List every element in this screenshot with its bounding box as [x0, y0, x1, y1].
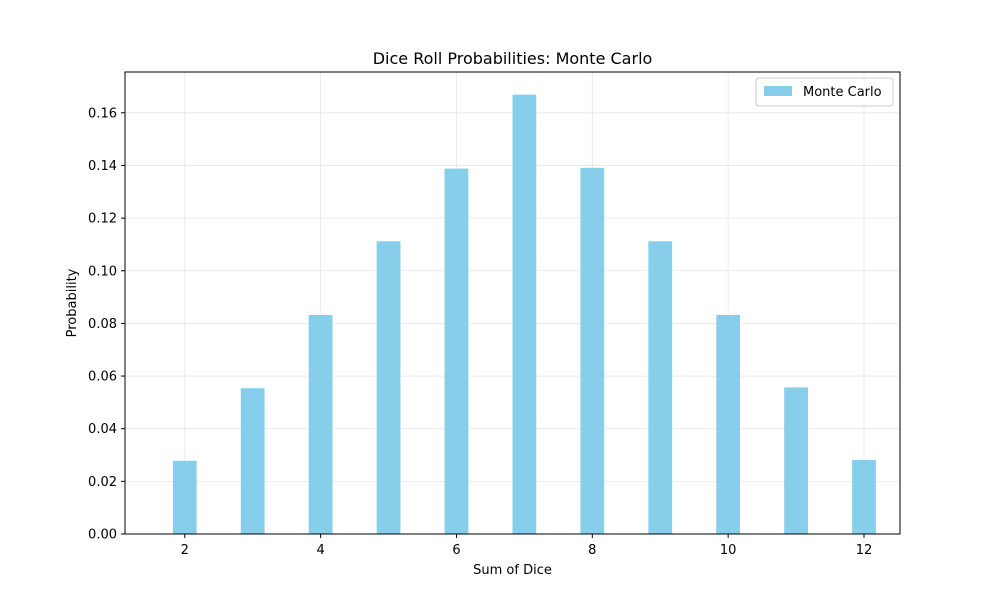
y-tick-label: 0.12	[88, 212, 117, 227]
bar	[648, 241, 673, 534]
bar	[580, 167, 605, 535]
legend-label: Monte Carlo	[803, 85, 882, 100]
legend-swatch	[764, 86, 792, 96]
bar	[172, 460, 197, 534]
bar	[716, 314, 741, 534]
bar	[240, 388, 265, 534]
bar	[376, 241, 401, 534]
y-axis-label: Probability	[65, 268, 80, 337]
chart-title: Dice Roll Probabilities: Monte Carlo	[373, 49, 653, 68]
bar	[512, 94, 537, 534]
bar	[784, 387, 808, 534]
bar	[308, 314, 333, 534]
y-tick-label: 0.06	[88, 370, 117, 385]
y-tick-label: 0.08	[88, 317, 117, 332]
y-tick-label: 0.04	[88, 422, 117, 437]
x-tick-label: 10	[720, 543, 737, 558]
legend-frame	[755, 77, 894, 107]
x-axis-label: Sum of Dice	[473, 563, 552, 578]
bar	[444, 168, 469, 534]
x-tick-label: 12	[856, 543, 873, 558]
x-tick-label: 4	[316, 543, 324, 558]
x-tick-label: 2	[181, 543, 189, 558]
x-axis: 2 4 6 8 10 12	[181, 534, 873, 558]
y-tick-label: 0.02	[88, 475, 117, 490]
y-tick-label: 0.10	[88, 264, 117, 279]
bars	[172, 94, 876, 535]
y-axis: 0.00 0.02 0.04 0.06 0.08 0.10 0.12 0.14 0.16	[88, 106, 125, 543]
legend: Monte Carlo	[755, 77, 894, 107]
y-tick-label: 0.14	[88, 159, 117, 174]
bar	[852, 460, 876, 534]
x-tick-label: 8	[588, 543, 596, 558]
x-tick-label: 6	[452, 543, 460, 558]
y-tick-label: 0.16	[88, 106, 117, 121]
plot-frame	[124, 71, 901, 535]
y-tick-label: 0.00	[88, 528, 117, 543]
